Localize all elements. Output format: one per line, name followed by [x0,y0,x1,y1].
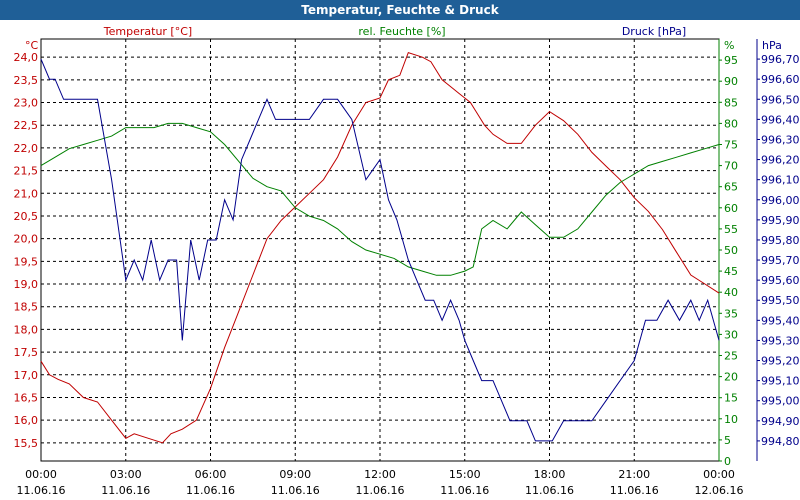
x-tick-date: 11.06.16 [186,484,235,497]
pressure-tick-label: 996,10 [761,174,800,187]
x-tick-date: 11.06.16 [101,484,150,497]
temperature-tick-label: 21,5 [14,165,39,178]
x-tick-time: 06:00 [195,468,227,481]
x-tick-date: 11.06.16 [440,484,489,497]
grid [40,38,720,462]
pressure-tick-label: 996,70 [761,53,800,66]
pressure-tick-label: 995,30 [761,334,800,347]
x-tick-time: 00:00 [25,468,57,481]
pressure-tick-label: 996,00 [761,194,800,207]
humidity-series-label: rel. Feuchte [%] [358,25,445,38]
temperature-tick-label: 17,0 [14,369,39,382]
humidity-tick-label: 55 [724,223,738,236]
pressure-tick-label: 995,80 [761,234,800,247]
temperature-line [40,51,720,444]
humidity-tick-label: 5 [724,434,731,447]
pressure-tick-label: 996,50 [761,93,800,106]
x-tick-date: 11.06.16 [525,484,574,497]
humidity-tick-label: 10 [724,413,738,426]
temperature-tick-label: 16,5 [14,391,39,404]
humidity-tick-label: 75 [724,139,738,152]
pressure-tick-label: 996,20 [761,154,800,167]
humidity-tick-label: 15 [724,392,738,405]
temperature-tick-label: 20,0 [14,233,39,246]
pressure-tick-label: 996,40 [761,113,800,126]
x-tick-date: 11.06.16 [271,484,320,497]
x-tick-time: 09:00 [279,468,311,481]
pressure-series-label: Druck [hPa] [622,25,686,38]
temperature-tick-label: 16,0 [14,414,39,427]
pressure-tick-label: 995,00 [761,395,800,408]
x-tick-date: 11.06.16 [610,484,659,497]
pressure-tick-label: 994,80 [761,435,800,448]
pressure-tick-label: 995,70 [761,254,800,267]
humidity-tick-label: 85 [724,96,738,109]
humidity-tick-label: 45 [724,265,738,278]
pressure-unit-label: hPa [762,39,782,52]
pressure-tick-label: 994,90 [761,415,800,428]
series-lines [40,51,720,444]
pressure-tick-label: 995,50 [761,294,800,307]
temperature-unit-label: °C [25,39,39,52]
temperature-tick-label: 22,0 [14,142,39,155]
humidity-tick-label: 20 [724,371,738,384]
pressure-tick-label: 996,60 [761,73,800,86]
temperature-tick-label: 18,0 [14,323,39,336]
temperature-tick-label: 21,0 [14,187,39,200]
humidity-tick-label: 70 [724,160,738,173]
temperature-tick-label: 15,5 [14,437,39,450]
x-tick-time: 15:00 [449,468,481,481]
x-tick-time: 00:00 [703,468,735,481]
temperature-tick-label: 22,5 [14,119,39,132]
window-title: Temperatur, Feuchte & Druck [0,0,800,20]
temperature-tick-label: 20,5 [14,210,39,223]
pressure-tick-label: 995,20 [761,355,800,368]
x-tick-date: 12.06.16 [695,484,744,497]
humidity-line [40,122,720,276]
humidity-tick-label: 30 [724,328,738,341]
axes [40,39,760,462]
x-tick-time: 12:00 [364,468,396,481]
temperature-tick-label: 19,0 [14,278,39,291]
x-tick-time: 18:00 [534,468,566,481]
temperature-tick-label: 23,0 [14,97,39,110]
pressure-tick-label: 995,40 [761,314,800,327]
pressure-line [40,58,720,442]
humidity-tick-label: 60 [724,202,738,215]
axis-labels: 00:00 11.06.16 03:00 11.06.16 06:00 11.06.16 0… [14,25,800,497]
x-tick-date: 11.06.16 [17,484,66,497]
humidity-unit-label: % [724,39,734,52]
temperature-tick-label: 18,5 [14,301,39,314]
temperature-tick-label: 17,5 [14,346,39,359]
temperature-series-label: Temperatur [°C] [103,25,192,38]
humidity-tick-label: 40 [724,286,738,299]
pressure-tick-label: 995,90 [761,214,800,227]
temperature-tick-label: 23,5 [14,74,39,87]
humidity-tick-label: 25 [724,350,738,363]
humidity-tick-label: 35 [724,307,738,320]
x-tick-time: 21:00 [618,468,650,481]
humidity-tick-label: 80 [724,117,738,130]
humidity-tick-label: 50 [724,244,738,257]
temperature-tick-label: 24,0 [14,51,39,64]
humidity-tick-label: 90 [724,75,738,88]
humidity-tick-label: 95 [724,54,738,67]
humidity-tick-label: 0 [724,455,731,468]
pressure-tick-label: 995,10 [761,375,800,388]
temperature-tick-label: 19,5 [14,255,39,268]
x-tick-time: 03:00 [110,468,142,481]
pressure-tick-label: 996,30 [761,133,800,146]
x-tick-date: 11.06.16 [356,484,405,497]
humidity-tick-label: 65 [724,181,738,194]
pressure-tick-label: 995,60 [761,274,800,287]
